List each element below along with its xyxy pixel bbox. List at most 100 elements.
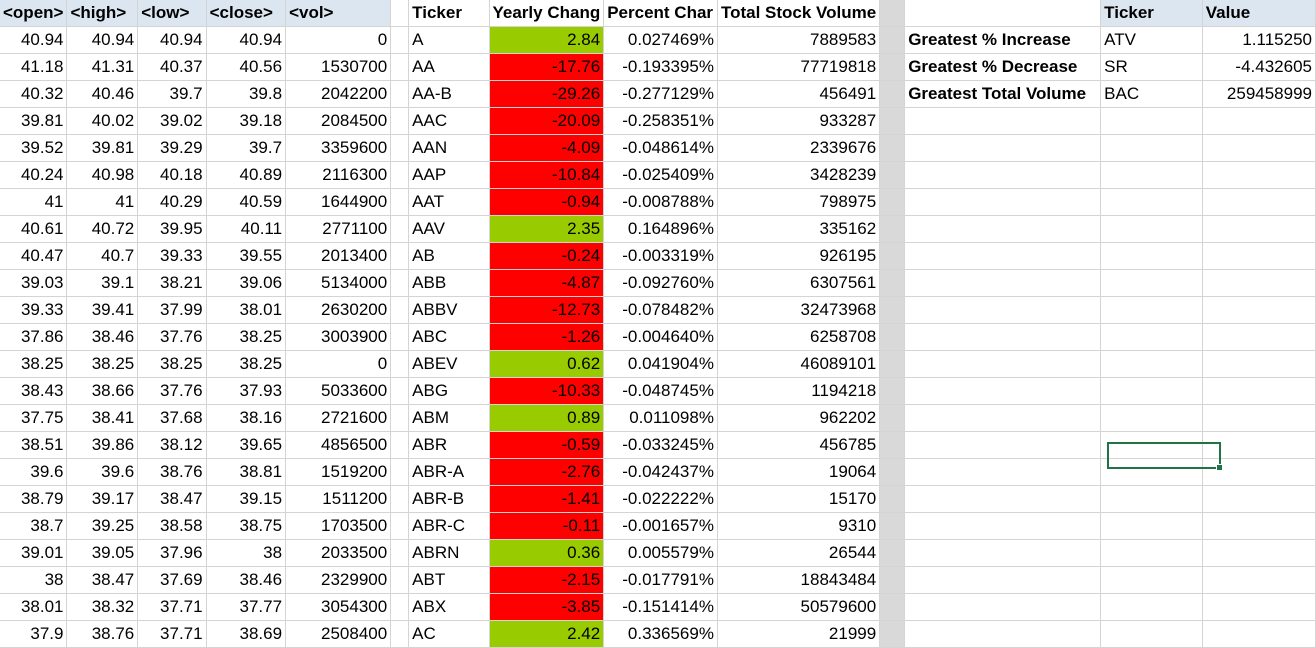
empty-cell[interactable] — [904, 269, 1102, 297]
cell-open[interactable]: 40.47 — [0, 242, 68, 270]
cell-high[interactable]: 38.76 — [66, 620, 139, 648]
cell-ticker[interactable]: ABR-C — [408, 512, 490, 540]
column-gap[interactable] — [390, 485, 410, 513]
cell-close[interactable]: 37.93 — [206, 377, 287, 405]
cell-low[interactable]: 39.02 — [137, 107, 207, 135]
empty-cell[interactable] — [1202, 377, 1316, 405]
cell-low[interactable]: 38.21 — [137, 269, 207, 297]
cell-vol[interactable]: 4856500 — [285, 431, 392, 459]
empty-cell[interactable] — [904, 458, 1102, 486]
column-gap[interactable] — [390, 188, 410, 216]
cell-percent-change[interactable]: 0.164896% — [603, 215, 718, 243]
cell-vol[interactable]: 3359600 — [285, 134, 392, 162]
cell-total-volume[interactable]: 32473968 — [717, 296, 881, 324]
empty-cell[interactable] — [1202, 215, 1316, 243]
empty-cell[interactable] — [1100, 458, 1203, 486]
cell-percent-change[interactable]: 0.336569% — [603, 620, 718, 648]
empty-cell[interactable] — [1100, 323, 1203, 351]
column-gap[interactable] — [390, 107, 410, 135]
cell-percent-change[interactable]: -0.151414% — [603, 593, 718, 621]
cell-percent-change[interactable]: -0.048745% — [603, 377, 718, 405]
cell-open[interactable]: 38.43 — [0, 377, 68, 405]
cell-total-volume[interactable]: 50579600 — [717, 593, 881, 621]
cell-total-volume[interactable]: 962202 — [717, 404, 881, 432]
column-gap[interactable] — [390, 620, 410, 648]
cell-low[interactable]: 40.94 — [137, 26, 207, 54]
cell-close[interactable]: 39.65 — [206, 431, 287, 459]
cell-total-volume[interactable]: 7889583 — [717, 26, 881, 54]
cell-yearly-change[interactable]: -20.09 — [489, 107, 605, 135]
cell-yearly-change[interactable]: -2.15 — [489, 566, 605, 594]
cell-ticker[interactable]: AA — [408, 53, 490, 81]
cell-close[interactable]: 38.01 — [206, 296, 287, 324]
cell-high[interactable]: 40.94 — [66, 26, 139, 54]
cell-percent-change[interactable]: -0.022222% — [603, 485, 718, 513]
cell-open[interactable]: 40.94 — [0, 26, 68, 54]
cell-vol[interactable]: 1644900 — [285, 188, 392, 216]
cell-close[interactable]: 38.81 — [206, 458, 287, 486]
cell-vol[interactable]: 1519200 — [285, 458, 392, 486]
cell-ticker[interactable]: AC — [408, 620, 490, 648]
empty-cell[interactable] — [1202, 620, 1316, 648]
cell-vol[interactable]: 2033500 — [285, 539, 392, 567]
summary-label[interactable]: Greatest % Decrease — [904, 53, 1102, 81]
cell-vol[interactable]: 2116300 — [285, 161, 392, 189]
empty-cell[interactable] — [1100, 161, 1203, 189]
cell-vol[interactable]: 2042200 — [285, 80, 392, 108]
cell-percent-change[interactable]: -0.001657% — [603, 512, 718, 540]
empty-cell[interactable] — [904, 566, 1102, 594]
cell-close[interactable]: 40.11 — [206, 215, 287, 243]
empty-cell[interactable] — [1202, 431, 1316, 459]
cell-total-volume[interactable]: 46089101 — [717, 350, 881, 378]
cell-high[interactable]: 39.41 — [66, 296, 139, 324]
column-gap[interactable] — [390, 377, 410, 405]
cell-open[interactable]: 39.01 — [0, 539, 68, 567]
cell-percent-change[interactable]: 0.041904% — [603, 350, 718, 378]
cell-low[interactable]: 38.25 — [137, 350, 207, 378]
cell-percent-change[interactable]: -0.025409% — [603, 161, 718, 189]
column-gap[interactable] — [390, 161, 410, 189]
cell-high[interactable]: 38.66 — [66, 377, 139, 405]
empty-cell[interactable] — [1100, 431, 1203, 459]
cell-yearly-change[interactable]: -0.24 — [489, 242, 605, 270]
empty-cell[interactable] — [904, 188, 1102, 216]
summary-value[interactable]: 259458999 — [1202, 80, 1316, 108]
column-gap[interactable] — [390, 458, 410, 486]
cell-percent-change[interactable]: -0.078482% — [603, 296, 718, 324]
cell-high[interactable]: 38.47 — [66, 566, 139, 594]
empty-cell[interactable] — [904, 539, 1102, 567]
cell-ticker[interactable]: ABEV — [408, 350, 490, 378]
cell-high[interactable]: 40.72 — [66, 215, 139, 243]
empty-cell[interactable] — [1202, 539, 1316, 567]
column-gap[interactable] — [390, 80, 410, 108]
empty-cell[interactable] — [1100, 512, 1203, 540]
cell-yearly-change[interactable]: 0.62 — [489, 350, 605, 378]
cell-low[interactable]: 39.33 — [137, 242, 207, 270]
cell-ticker[interactable]: ABRN — [408, 539, 490, 567]
cell-yearly-change[interactable]: -3.85 — [489, 593, 605, 621]
column-gap[interactable] — [390, 0, 410, 27]
cell-low[interactable]: 37.99 — [137, 296, 207, 324]
cell-high[interactable]: 39.1 — [66, 269, 139, 297]
cell-ticker[interactable]: AAV — [408, 215, 490, 243]
cell-ticker[interactable]: ABB — [408, 269, 490, 297]
summary-ticker[interactable]: SR — [1100, 53, 1203, 81]
cell-close[interactable]: 38.69 — [206, 620, 287, 648]
empty-cell[interactable] — [1202, 161, 1316, 189]
cell-ticker[interactable]: ABM — [408, 404, 490, 432]
cell-percent-change[interactable]: 0.027469% — [603, 26, 718, 54]
cell-vol[interactable]: 0 — [285, 26, 392, 54]
header-low[interactable]: <low> — [137, 0, 207, 27]
cell-high[interactable]: 41.31 — [66, 53, 139, 81]
empty-cell[interactable] — [1100, 242, 1203, 270]
cell-open[interactable]: 39.52 — [0, 134, 68, 162]
cell-open[interactable]: 38.79 — [0, 485, 68, 513]
cell-yearly-change[interactable]: -0.59 — [489, 431, 605, 459]
empty-cell[interactable] — [1202, 350, 1316, 378]
cell-yearly-change[interactable]: -10.84 — [489, 161, 605, 189]
cell-percent-change[interactable]: -0.004640% — [603, 323, 718, 351]
empty-cell[interactable] — [1100, 215, 1203, 243]
cell-yearly-change[interactable]: -0.11 — [489, 512, 605, 540]
cell-ticker[interactable]: AAC — [408, 107, 490, 135]
